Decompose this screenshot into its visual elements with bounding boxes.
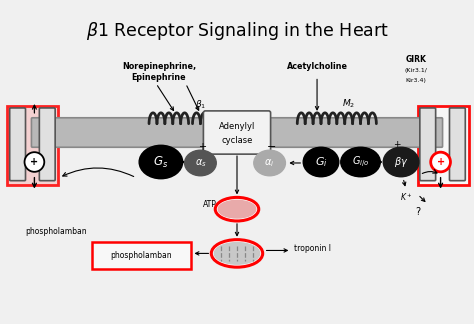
FancyArrowPatch shape xyxy=(422,169,437,173)
Text: (Kir3.1/: (Kir3.1/ xyxy=(404,68,428,73)
Text: $G_{i/o}$: $G_{i/o}$ xyxy=(352,155,369,169)
Text: +: + xyxy=(199,142,206,152)
Bar xyxy=(92,242,191,269)
Text: −: − xyxy=(267,142,276,152)
Text: ATP: ATP xyxy=(203,200,217,209)
Text: Norepinephrine,: Norepinephrine, xyxy=(122,62,196,71)
Text: $\alpha_i$: $\alpha_i$ xyxy=(264,157,275,169)
Text: Kir3.4): Kir3.4) xyxy=(405,78,426,83)
Text: troponin I: troponin I xyxy=(294,244,331,253)
Text: $G_i$: $G_i$ xyxy=(315,155,328,169)
Ellipse shape xyxy=(215,197,259,221)
Ellipse shape xyxy=(383,147,419,177)
Text: Acetylcholine: Acetylcholine xyxy=(287,62,347,71)
Circle shape xyxy=(25,152,44,172)
Text: $\beta$1 Receptor Signaling in the Heart: $\beta$1 Receptor Signaling in the Heart xyxy=(85,20,389,42)
Circle shape xyxy=(431,152,450,172)
Text: +: + xyxy=(30,157,38,167)
Text: ?: ? xyxy=(415,207,420,217)
Bar xyxy=(418,106,469,185)
FancyBboxPatch shape xyxy=(449,108,465,181)
Text: $M_2$: $M_2$ xyxy=(342,98,355,110)
Text: $\beta_1$: $\beta_1$ xyxy=(195,98,206,110)
FancyArrowPatch shape xyxy=(63,168,134,177)
Text: $\beta\gamma$: $\beta\gamma$ xyxy=(394,155,408,169)
Text: Adenylyl: Adenylyl xyxy=(219,122,255,131)
Text: +: + xyxy=(437,157,445,167)
Ellipse shape xyxy=(211,240,263,267)
Text: $\alpha_s$: $\alpha_s$ xyxy=(194,157,206,169)
Ellipse shape xyxy=(184,150,216,176)
Text: GIRK: GIRK xyxy=(405,55,426,64)
Ellipse shape xyxy=(218,200,256,218)
Ellipse shape xyxy=(254,150,285,176)
Ellipse shape xyxy=(303,147,339,177)
Ellipse shape xyxy=(139,145,182,179)
Ellipse shape xyxy=(214,243,260,264)
Text: +: + xyxy=(393,140,401,149)
Text: phospholamban: phospholamban xyxy=(25,227,87,236)
Text: Epinephrine: Epinephrine xyxy=(132,73,186,82)
Ellipse shape xyxy=(341,147,380,177)
FancyBboxPatch shape xyxy=(31,118,443,147)
Text: $K^+$: $K^+$ xyxy=(400,191,412,203)
FancyBboxPatch shape xyxy=(39,108,55,181)
Text: phospholamban: phospholamban xyxy=(110,251,172,260)
Bar xyxy=(7,106,58,185)
FancyBboxPatch shape xyxy=(420,108,436,181)
Text: cyclase: cyclase xyxy=(221,136,253,145)
Text: $G_s$: $G_s$ xyxy=(153,155,169,169)
FancyBboxPatch shape xyxy=(9,108,26,181)
FancyBboxPatch shape xyxy=(203,111,271,154)
